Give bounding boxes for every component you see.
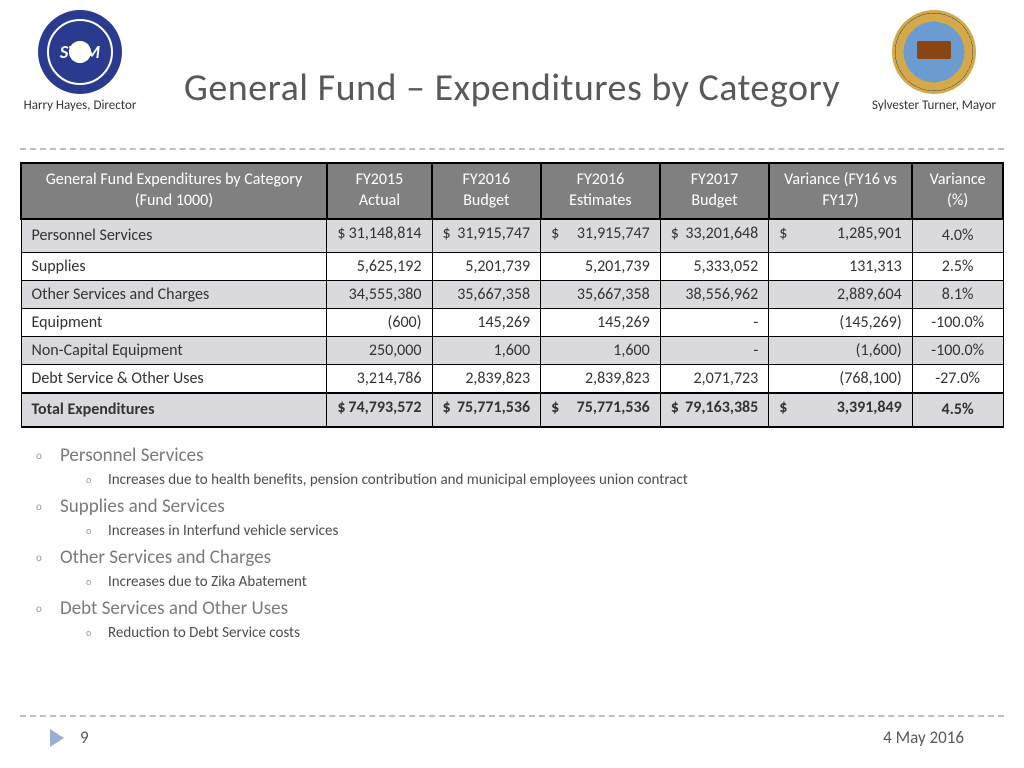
table-header-row: General Fund Expenditures by Category (F…: [21, 163, 1003, 219]
triangle-icon: [50, 729, 64, 747]
table-cell: 4.0%: [912, 219, 1003, 253]
table-cell: Personnel Services: [21, 219, 327, 253]
table-cell: 2,889,604: [769, 280, 912, 308]
table-cell: Equipment: [21, 308, 327, 336]
table-cell: $33,201,648: [660, 219, 769, 253]
table-cell: 1,600: [541, 336, 661, 364]
table-cell: 34,555,380: [327, 280, 432, 308]
note-detail: Reduction to Debt Service costs: [108, 624, 984, 642]
table-cell: 250,000: [327, 336, 432, 364]
table-cell: 2,839,823: [541, 364, 661, 393]
col-category: General Fund Expenditures by Category (F…: [21, 163, 327, 219]
table-cell: $74,793,572: [327, 393, 432, 427]
table-row: Supplies5,625,1925,201,7395,201,7395,333…: [21, 252, 1003, 280]
col-fy2016-estimates: FY2016 Estimates: [541, 163, 661, 219]
table-cell: $79,163,385: [660, 393, 769, 427]
note-detail: Increases in Interfund vehicle services: [108, 522, 984, 540]
note-detail: Increases due to health benefits, pensio…: [108, 471, 984, 489]
table-cell: 2.5%: [912, 252, 1003, 280]
col-variance: Variance (FY16 vs FY17): [769, 163, 912, 219]
table-cell: $75,771,536: [432, 393, 541, 427]
right-logo-block: Sylvester Turner, Mayor: [864, 10, 1004, 113]
table-cell: 1,600: [432, 336, 541, 364]
table-cell: Total Expenditures: [21, 393, 327, 427]
col-fy2015-actual: FY2015 Actual: [327, 163, 432, 219]
header-divider: [20, 148, 1004, 150]
table-cell: Non-Capital Equipment: [21, 336, 327, 364]
table-cell: -100.0%: [912, 308, 1003, 336]
table-cell: -: [660, 336, 769, 364]
page-title: General Fund – Expenditures by Category: [20, 10, 1004, 111]
swm-seal-icon: SWM: [38, 10, 122, 94]
col-fy2016-budget: FY2016 Budget: [432, 163, 541, 219]
table-cell: 131,313: [769, 252, 912, 280]
table-cell: (768,100): [769, 364, 912, 393]
table-cell: (145,269): [769, 308, 912, 336]
left-caption: Harry Hayes, Director: [20, 98, 140, 113]
table-cell: (600): [327, 308, 432, 336]
table-cell: 35,667,358: [541, 280, 661, 308]
left-logo-block: SWM Harry Hayes, Director: [20, 10, 140, 113]
table-cell: $1,285,901: [769, 219, 912, 253]
table-cell: Supplies: [21, 252, 327, 280]
table-cell: 5,201,739: [541, 252, 661, 280]
page-marker: 9: [50, 727, 89, 748]
table-cell: 2,839,823: [432, 364, 541, 393]
table-cell: 3,214,786: [327, 364, 432, 393]
note-heading: Other Services and Charges: [60, 546, 984, 569]
table-cell: $31,915,747: [432, 219, 541, 253]
table-cell: 5,333,052: [660, 252, 769, 280]
table-cell: 2,071,723: [660, 364, 769, 393]
table-cell: 145,269: [541, 308, 661, 336]
note-heading: Supplies and Services: [60, 495, 984, 518]
table-cell: Other Services and Charges: [21, 280, 327, 308]
expenditures-table: General Fund Expenditures by Category (F…: [20, 162, 1004, 428]
right-caption: Sylvester Turner, Mayor: [864, 98, 1004, 113]
table-cell: 38,556,962: [660, 280, 769, 308]
slide-footer: 9 4 May 2016: [20, 707, 1004, 748]
table-cell: 4.5%: [912, 393, 1003, 427]
footer-divider: [20, 715, 1004, 717]
table-cell: $75,771,536: [541, 393, 661, 427]
table-cell: $31,148,814: [327, 219, 432, 253]
table-row: Non-Capital Equipment250,0001,6001,600-(…: [21, 336, 1003, 364]
slide-header: SWM Harry Hayes, Director Sylvester Turn…: [0, 0, 1024, 140]
table-cell: $3,391,849: [769, 393, 912, 427]
col-fy2017-budget: FY2017 Budget: [660, 163, 769, 219]
table-row: Debt Service & Other Uses3,214,7862,839,…: [21, 364, 1003, 393]
swm-initials: SWM: [60, 41, 100, 63]
table-cell: (1,600): [769, 336, 912, 364]
table-cell: 35,667,358: [432, 280, 541, 308]
note-heading: Personnel Services: [60, 444, 984, 467]
table-cell: 5,201,739: [432, 252, 541, 280]
table-cell: 5,625,192: [327, 252, 432, 280]
city-seal-icon: [892, 10, 976, 94]
page-number: 9: [80, 727, 89, 748]
table-cell: -100.0%: [912, 336, 1003, 364]
table-cell: 8.1%: [912, 280, 1003, 308]
table-total-row: Total Expenditures$74,793,572$75,771,536…: [21, 393, 1003, 427]
table-row: Equipment(600)145,269145,269-(145,269)-1…: [21, 308, 1003, 336]
notes-section: Personnel Services Increases due to healt…: [0, 428, 1024, 642]
note-heading: Debt Services and Other Uses: [60, 597, 984, 620]
table-cell: Debt Service & Other Uses: [21, 364, 327, 393]
table-row: Other Services and Charges34,555,38035,6…: [21, 280, 1003, 308]
table-cell: 145,269: [432, 308, 541, 336]
col-variance-pct: Variance (%): [912, 163, 1003, 219]
table-cell: -27.0%: [912, 364, 1003, 393]
table-cell: -: [660, 308, 769, 336]
footer-date: 4 May 2016: [883, 727, 964, 748]
table-cell: $31,915,747: [541, 219, 661, 253]
table-row: Personnel Services$31,148,814$31,915,747…: [21, 219, 1003, 253]
note-detail: Increases due to Zika Abatement: [108, 573, 984, 591]
expenditures-table-wrap: General Fund Expenditures by Category (F…: [0, 162, 1024, 428]
